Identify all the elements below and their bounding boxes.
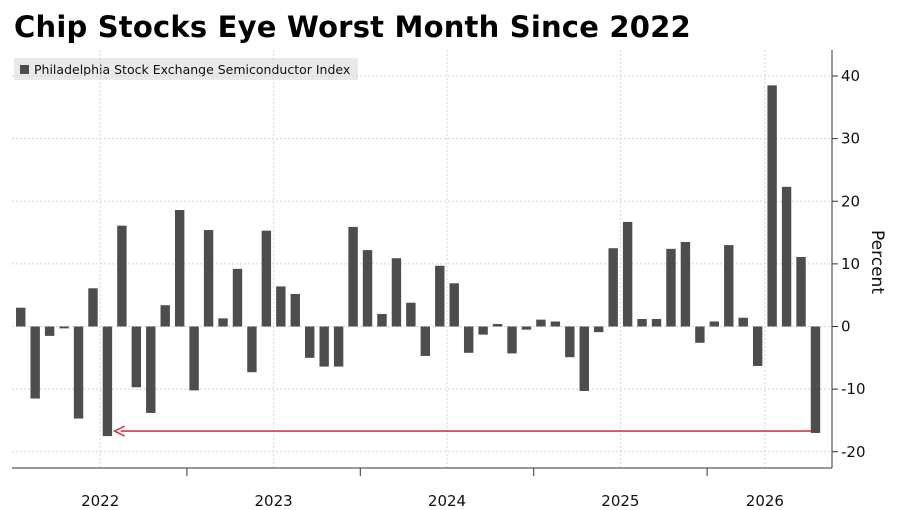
bar — [810, 326, 821, 433]
y-tick-label: 10 — [841, 255, 860, 273]
chart-title: Chip Stocks Eye Worst Month Since 2022 — [14, 10, 691, 44]
y-tick-label: -20 — [841, 443, 866, 461]
bar — [420, 326, 431, 356]
bar — [680, 241, 691, 327]
bar — [232, 268, 243, 327]
bar — [290, 293, 300, 327]
bar — [724, 245, 734, 327]
bar — [536, 319, 546, 327]
bar — [463, 326, 474, 353]
bar — [117, 225, 127, 327]
x-tick-label: 2022 — [81, 492, 119, 510]
bar — [333, 326, 344, 367]
bar — [594, 326, 604, 333]
bar — [16, 307, 26, 327]
bar — [377, 313, 387, 327]
y-tick-label: -10 — [841, 380, 866, 398]
bar — [348, 226, 358, 327]
bar — [391, 258, 402, 327]
bar — [73, 326, 84, 419]
bar — [767, 85, 777, 327]
bar — [102, 326, 113, 437]
x-tick-label: 2025 — [601, 492, 639, 510]
x-tick-label: 2024 — [428, 492, 466, 510]
bar — [131, 326, 142, 388]
bar — [59, 326, 69, 329]
bar — [276, 286, 286, 327]
bar — [752, 326, 763, 366]
bar — [666, 248, 676, 327]
bar — [550, 321, 561, 327]
bar — [492, 323, 503, 327]
legend-label: Philadelphia Stock Exchange Semiconducto… — [34, 61, 351, 77]
bar — [44, 326, 55, 336]
bar — [622, 221, 633, 327]
bar — [637, 318, 647, 327]
bar — [203, 230, 214, 327]
bar — [478, 326, 488, 335]
bar — [507, 326, 517, 354]
bar — [435, 265, 445, 327]
bar — [406, 302, 416, 327]
bar — [247, 326, 257, 373]
bar — [796, 256, 806, 327]
bar — [608, 248, 618, 327]
bar — [362, 250, 373, 327]
annotation-arrow-head — [112, 425, 126, 437]
x-tick-label: 2023 — [255, 492, 293, 510]
bar — [781, 186, 792, 327]
bar — [565, 326, 575, 358]
bar — [189, 326, 199, 391]
y-tick-label: 20 — [841, 192, 860, 210]
bar — [695, 326, 705, 343]
y-tick-label: 30 — [841, 130, 860, 148]
bar — [579, 326, 589, 392]
x-tick-label: 2026 — [746, 492, 784, 510]
bar — [88, 288, 98, 327]
bar — [319, 326, 329, 367]
bar — [146, 326, 156, 413]
legend-swatch — [20, 64, 29, 74]
bar — [521, 326, 532, 330]
y-axis-title: Percent — [867, 230, 887, 294]
y-tick-label: 0 — [841, 318, 851, 336]
bar — [218, 318, 228, 327]
bar — [305, 326, 315, 358]
bar — [449, 283, 459, 327]
bar — [174, 210, 185, 327]
y-tick-label: 40 — [841, 67, 860, 85]
bar — [709, 321, 720, 327]
bar — [160, 305, 170, 327]
bar — [261, 230, 272, 327]
bar — [738, 317, 748, 327]
bar — [651, 318, 662, 327]
bar — [30, 326, 40, 399]
